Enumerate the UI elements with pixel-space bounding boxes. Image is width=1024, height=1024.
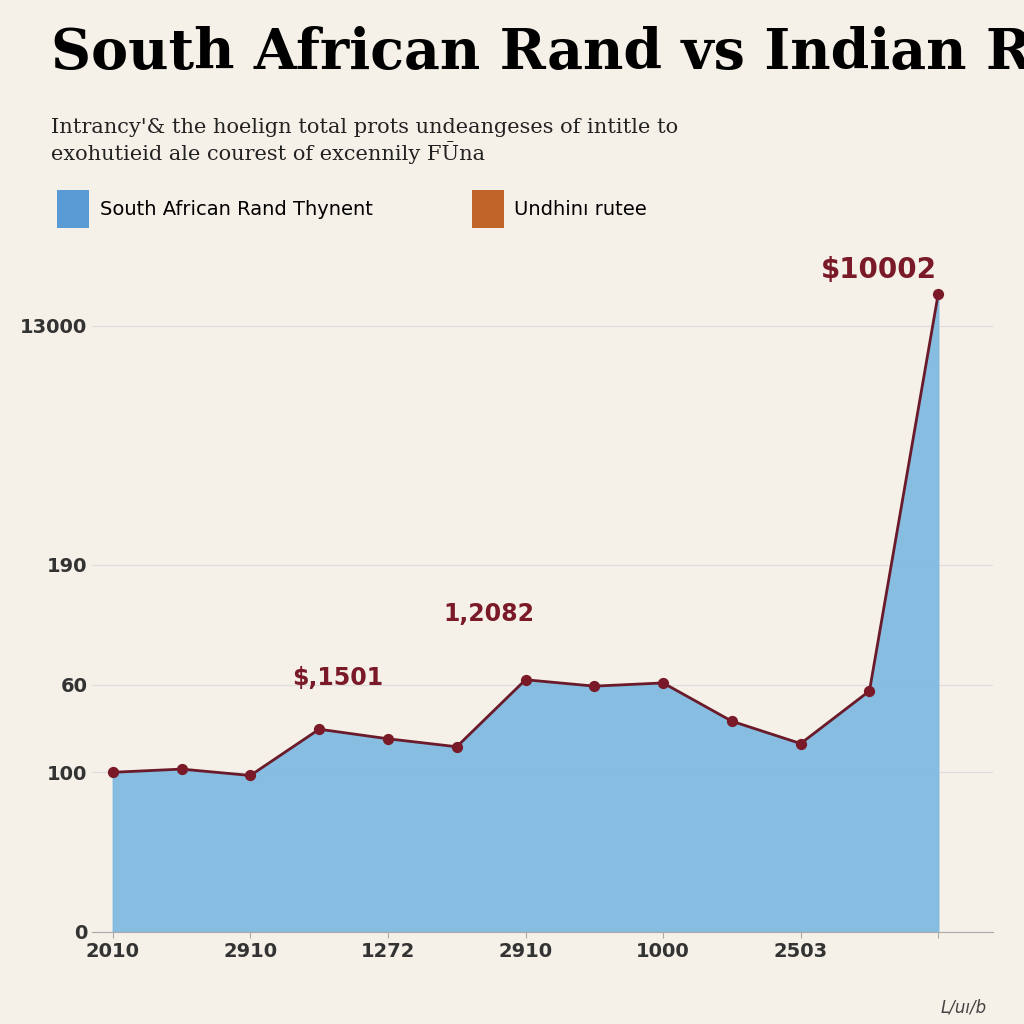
Point (449, 738, 465, 755)
Text: Undhinı rutee: Undhinı rutee (514, 200, 647, 219)
Text: Intrancy'& the hoelign total prots undeangeses of intitle to
exohutieid ale cour: Intrancy'& the hoelign total prots undea… (51, 118, 678, 164)
Text: South African Rand Thynent: South African Rand Thynent (100, 200, 373, 219)
Text: L/uı/b: L/uı/b (940, 998, 986, 1017)
Text: 1,2082: 1,2082 (443, 602, 534, 626)
Point (586, 678, 602, 694)
Point (104, 764, 121, 780)
Point (243, 767, 259, 783)
Point (517, 672, 534, 688)
Text: South African Rand vs Indian Rufee: South African Rand vs Indian Rufee (51, 26, 1024, 81)
Point (380, 730, 396, 746)
Point (655, 675, 672, 691)
Point (861, 683, 878, 699)
Point (311, 721, 328, 737)
Point (930, 286, 946, 302)
Text: $10002: $10002 (821, 256, 937, 284)
Point (173, 761, 189, 777)
Point (793, 735, 809, 752)
Text: $,1501: $,1501 (292, 666, 383, 689)
Point (724, 713, 740, 729)
